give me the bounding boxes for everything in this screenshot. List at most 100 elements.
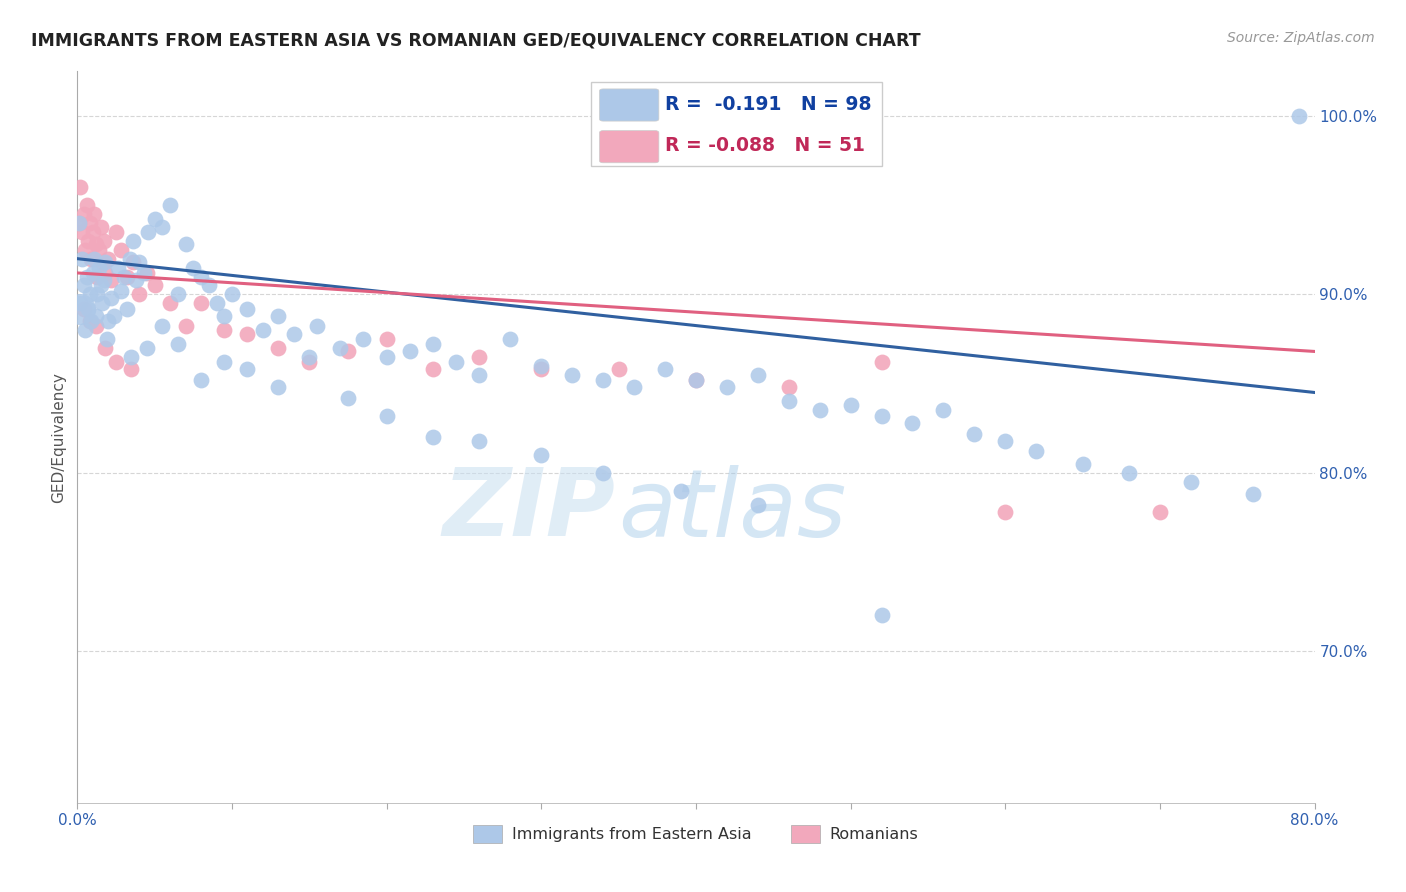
Point: [530, 359, 553, 373]
Point: [190, 373, 212, 387]
Point: [103, 309, 125, 323]
Point: [499, 332, 522, 346]
Point: [152, 319, 174, 334]
Text: ZIP: ZIP: [443, 464, 616, 557]
Point: [1149, 505, 1171, 519]
FancyBboxPatch shape: [599, 89, 659, 121]
Point: [143, 278, 166, 293]
Point: [1288, 109, 1310, 123]
Point: [72, 278, 94, 293]
Point: [167, 287, 190, 301]
Point: [963, 426, 986, 441]
Point: [167, 337, 190, 351]
Point: [121, 350, 143, 364]
Point: [1180, 475, 1202, 489]
Point: [136, 341, 159, 355]
Point: [80, 252, 103, 266]
Point: [561, 368, 583, 382]
Point: [69, 296, 91, 310]
Point: [152, 219, 174, 234]
Point: [93, 273, 115, 287]
Point: [778, 394, 800, 409]
Point: [83, 207, 105, 221]
Point: [70, 225, 93, 239]
Point: [115, 269, 138, 284]
Point: [121, 362, 143, 376]
Point: [100, 291, 122, 305]
Point: [267, 309, 290, 323]
Point: [94, 266, 117, 280]
Point: [69, 301, 91, 316]
Point: [87, 260, 110, 275]
Point: [86, 287, 108, 301]
Point: [86, 269, 108, 284]
Point: [198, 278, 221, 293]
FancyBboxPatch shape: [591, 82, 882, 167]
Point: [808, 403, 831, 417]
Text: Source: ZipAtlas.com: Source: ZipAtlas.com: [1227, 31, 1375, 45]
Point: [94, 255, 117, 269]
Point: [190, 269, 212, 284]
Point: [214, 323, 236, 337]
Point: [110, 284, 132, 298]
Point: [84, 309, 107, 323]
Point: [77, 301, 100, 316]
Point: [174, 237, 197, 252]
Point: [685, 373, 707, 387]
Point: [607, 362, 630, 376]
Point: [91, 255, 114, 269]
Point: [236, 301, 259, 316]
Point: [128, 255, 150, 269]
Point: [530, 362, 553, 376]
Point: [87, 243, 110, 257]
Point: [747, 498, 769, 512]
Point: [72, 301, 94, 316]
Point: [337, 391, 360, 405]
Point: [69, 180, 91, 194]
Point: [77, 234, 100, 248]
Point: [125, 273, 148, 287]
Point: [870, 355, 893, 369]
Point: [283, 326, 305, 341]
Point: [932, 403, 955, 417]
Point: [252, 323, 274, 337]
Point: [97, 314, 120, 328]
Point: [94, 341, 117, 355]
Point: [468, 434, 491, 448]
Point: [214, 355, 236, 369]
Point: [214, 309, 236, 323]
Point: [90, 219, 111, 234]
Y-axis label: GED/Equivalency: GED/Equivalency: [51, 372, 66, 502]
Text: atlas: atlas: [619, 465, 846, 556]
Point: [84, 237, 107, 252]
Point: [84, 319, 107, 334]
Point: [778, 380, 800, 394]
Point: [1241, 487, 1264, 501]
Point: [236, 326, 259, 341]
Point: [1025, 444, 1047, 458]
Point: [375, 409, 398, 423]
Point: [221, 287, 243, 301]
Point: [236, 362, 259, 376]
Point: [375, 332, 398, 346]
Point: [1071, 457, 1094, 471]
Point: [75, 243, 96, 257]
Point: [307, 319, 329, 334]
Point: [100, 273, 122, 287]
Point: [96, 332, 118, 346]
Point: [685, 373, 707, 387]
Point: [115, 301, 138, 316]
Point: [97, 252, 120, 266]
Point: [870, 608, 893, 623]
Point: [93, 234, 115, 248]
Point: [422, 430, 444, 444]
Point: [83, 252, 105, 266]
Point: [80, 314, 103, 328]
Point: [747, 368, 769, 382]
Point: [91, 296, 114, 310]
Point: [298, 355, 321, 369]
Point: [654, 362, 676, 376]
Point: [422, 362, 444, 376]
Point: [122, 255, 145, 269]
Point: [105, 355, 127, 369]
